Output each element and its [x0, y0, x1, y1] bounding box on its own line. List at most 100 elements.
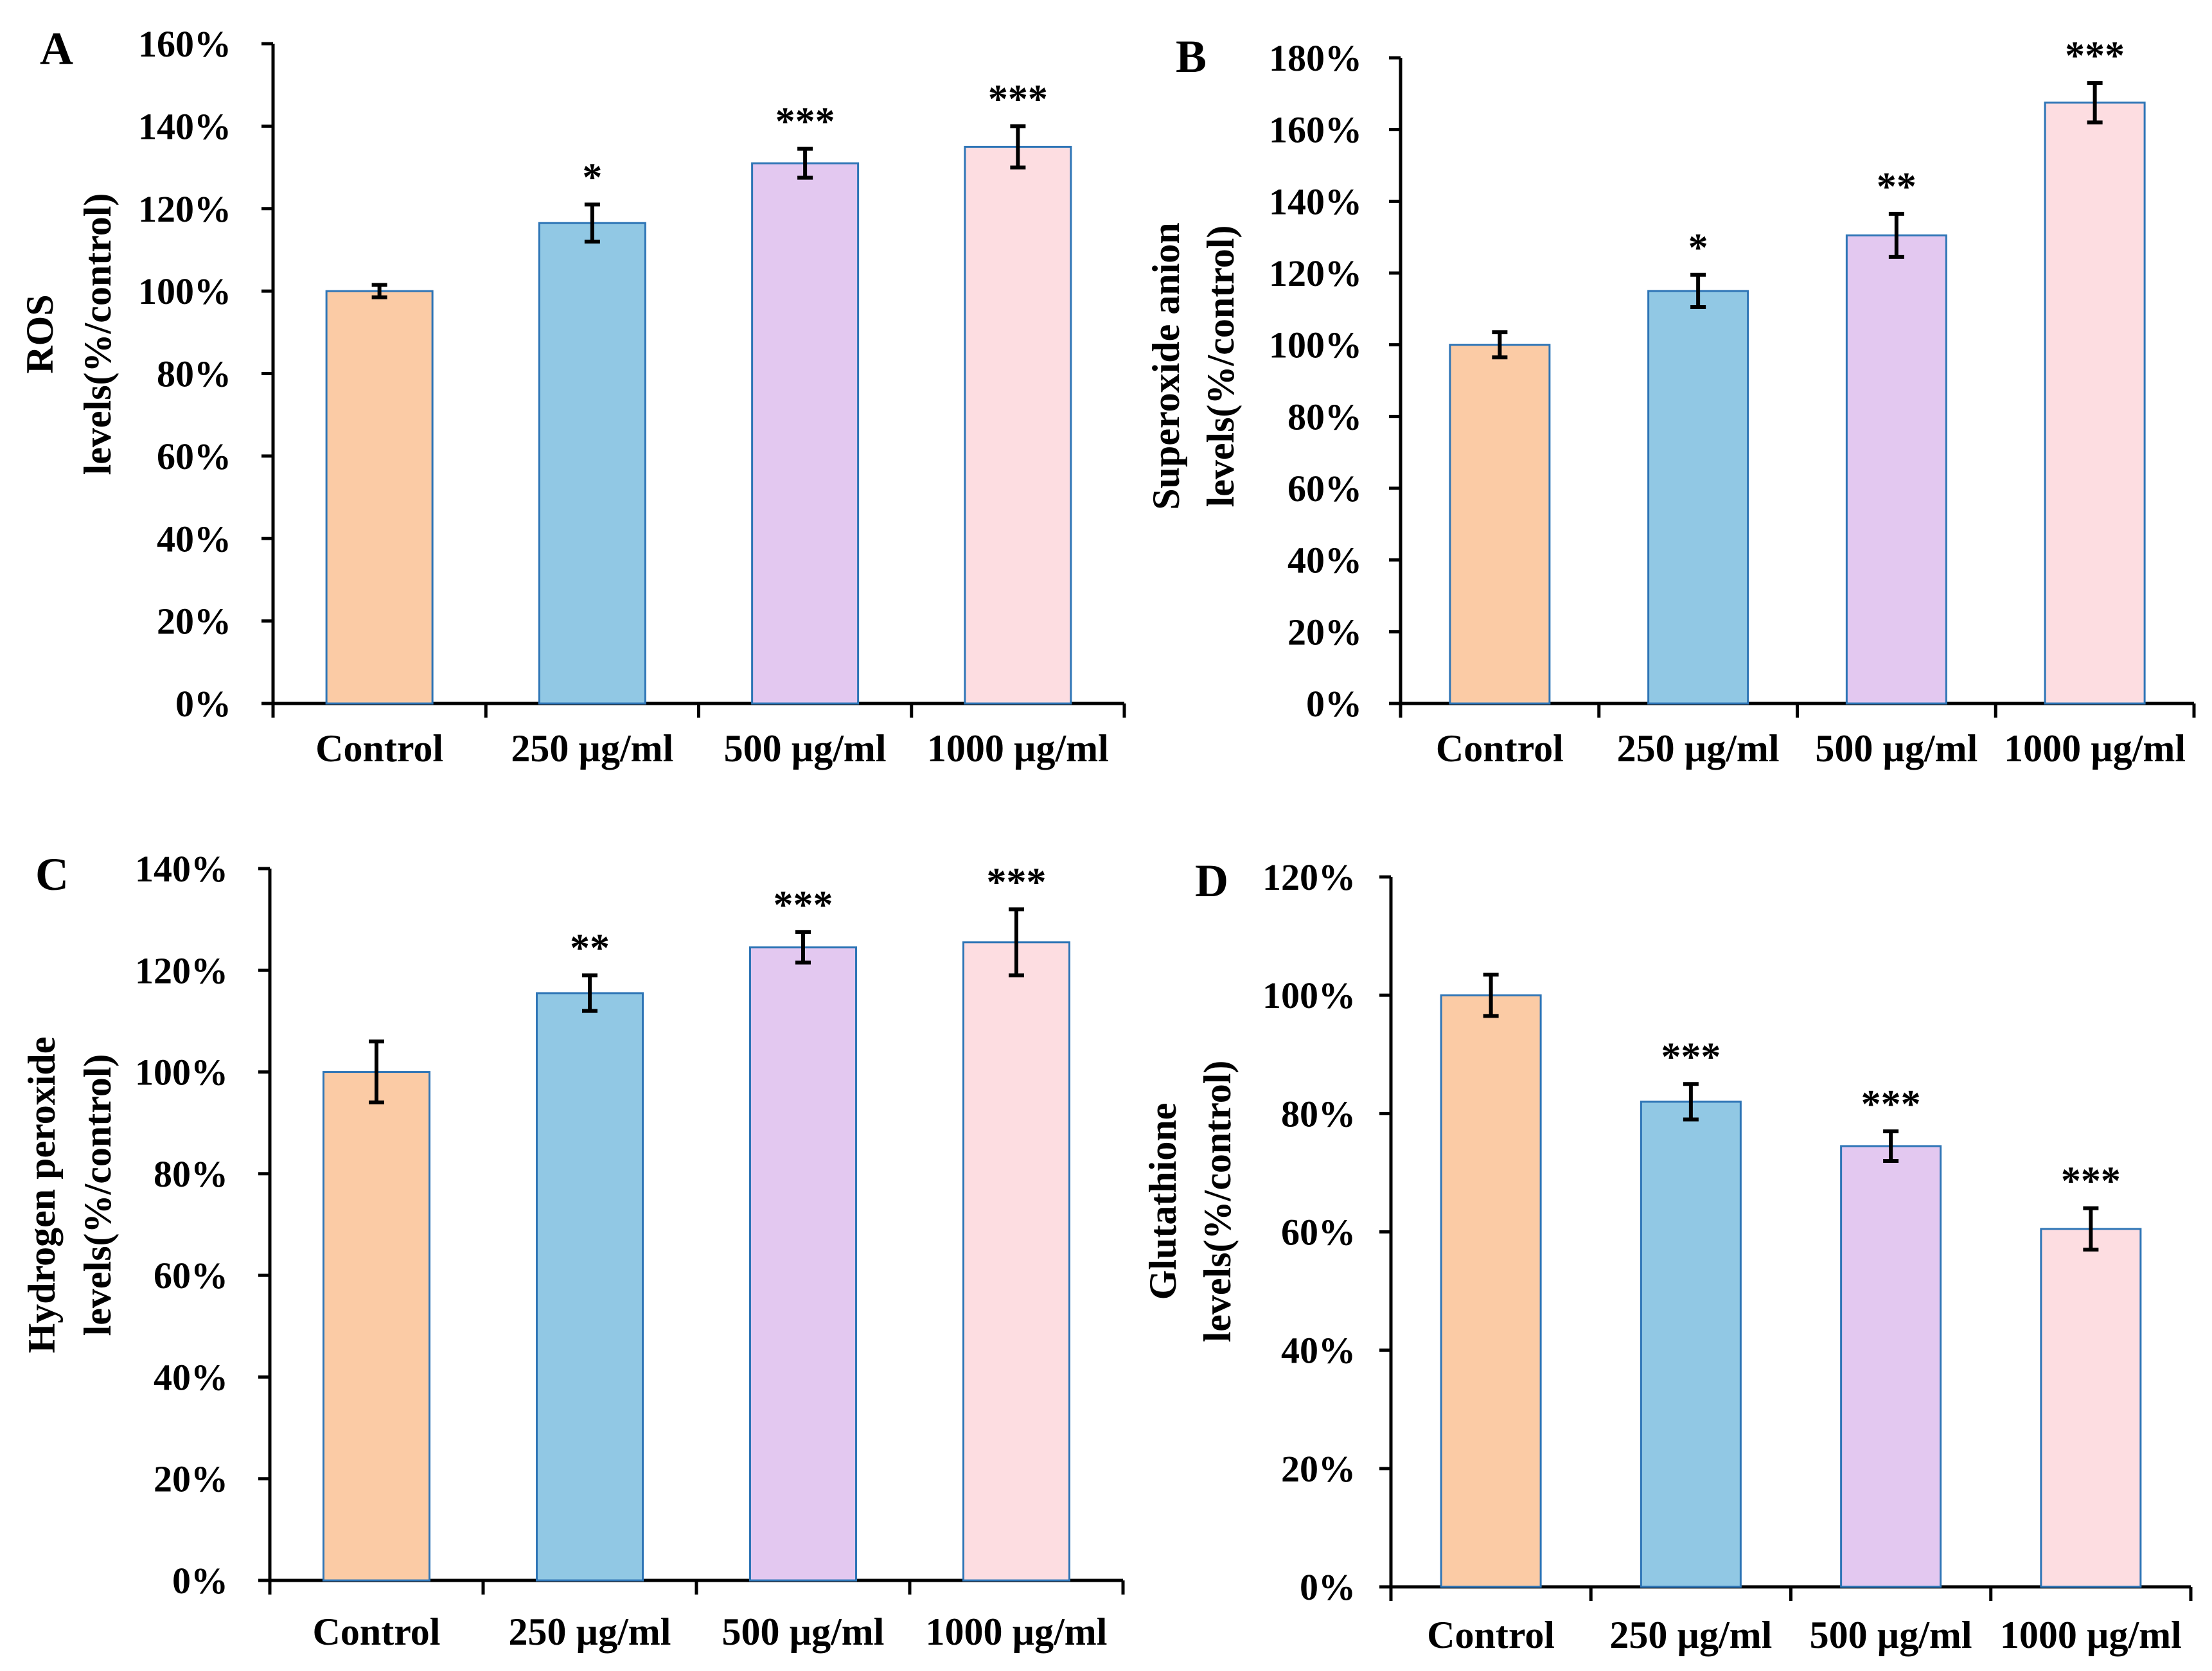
- panel-label: B: [1176, 31, 1207, 82]
- y-axis-label: ROS levels(%/control): [19, 193, 119, 475]
- panel-label: C: [35, 849, 69, 900]
- x-tick-label: Control: [1427, 1614, 1555, 1656]
- y-axis-label-line1: Glutathione: [1142, 1103, 1184, 1300]
- panel-label: D: [1195, 855, 1228, 906]
- y-tick-label: 120%: [1269, 252, 1362, 294]
- significance-label: *: [582, 155, 602, 199]
- y-axis-label-line2: levels(%/control): [76, 193, 119, 475]
- plot-area: 0% 20% 40% 60% 80% 100% 120% Control *** 250 µg/m…: [1262, 856, 2193, 1656]
- x-tick-label: 500 µg/ml: [1815, 727, 1978, 770]
- y-axis-label: Hydrogen peroxide levels(%/control): [21, 1037, 119, 1354]
- y-tick-label: 120%: [138, 188, 231, 230]
- y-tick-label: 40%: [1281, 1330, 1356, 1372]
- y-tick-label: 80%: [154, 1153, 228, 1195]
- x-tick-label: Control: [313, 1611, 441, 1653]
- y-axis-label-line2: levels(%/control): [1196, 1061, 1239, 1343]
- bar: [323, 1071, 430, 1582]
- bar: [1647, 290, 1749, 705]
- x-tick-label: 250 µg/ml: [1609, 1614, 1772, 1656]
- panel-label: A: [40, 23, 73, 75]
- x-tick-label: 500 µg/ml: [1810, 1614, 1972, 1656]
- plot-area: 0% 20% 40% 60% 80% 100% 120% 140% Control ** 250 µ…: [135, 848, 1125, 1653]
- y-tick-label: 120%: [1262, 856, 1356, 898]
- y-tick-label: 160%: [1269, 109, 1362, 151]
- bar: [751, 162, 860, 705]
- bar: [538, 222, 646, 705]
- y-axis-label-line2: levels(%/control): [1199, 225, 1242, 508]
- y-tick-label: 20%: [154, 1458, 228, 1500]
- bar: [964, 145, 1072, 705]
- y-tick-label: 60%: [157, 436, 231, 477]
- y-tick-label: 0%: [175, 683, 231, 725]
- significance-label: ***: [987, 860, 1047, 904]
- y-tick-label: 100%: [1262, 975, 1356, 1016]
- plot-area: 0% 20% 40% 60% 80% 100% 120% 140% 160% Control * 25…: [138, 23, 1126, 770]
- bar: [1840, 1145, 1942, 1588]
- x-tick-label: 250 µg/ml: [511, 727, 673, 770]
- significance-label: **: [570, 926, 610, 970]
- x-tick-label: Control: [1436, 727, 1564, 770]
- bar: [962, 941, 1070, 1582]
- y-tick-label: 100%: [135, 1052, 228, 1093]
- plot-area: 0% 20% 40% 60% 80% 100% 120% 140% 160% 180% Contro…: [1269, 34, 2196, 770]
- x-tick-label: 1000 µg/ml: [927, 727, 1109, 770]
- bar: [1845, 234, 1947, 705]
- x-tick-label: 500 µg/ml: [722, 1611, 885, 1653]
- y-axis-label-line1: Superoxide anion: [1145, 222, 1187, 509]
- bar: [1440, 994, 1542, 1588]
- y-tick-label: 20%: [1281, 1448, 1356, 1490]
- bar: [325, 290, 434, 705]
- bar: [536, 992, 644, 1582]
- x-tick-label: 1000 µg/ml: [926, 1611, 1108, 1653]
- y-tick-label: 20%: [1287, 611, 1362, 653]
- significance-label: ***: [2061, 1160, 2121, 1203]
- y-tick-label: 40%: [154, 1356, 228, 1398]
- bar: [2040, 1228, 2142, 1588]
- significance-label: ***: [1661, 1035, 1721, 1079]
- x-tick-label: 250 µg/ml: [1617, 727, 1780, 770]
- y-tick-label: 140%: [135, 848, 228, 890]
- significance-label: ***: [775, 100, 835, 144]
- y-tick-label: 140%: [1269, 181, 1362, 222]
- y-axis-label: Glutathione levels(%/control): [1142, 1061, 1239, 1343]
- y-tick-label: 100%: [1269, 324, 1362, 366]
- significance-label: ***: [988, 77, 1048, 121]
- bar: [2044, 102, 2146, 705]
- y-tick-label: 80%: [1281, 1093, 1356, 1135]
- panel-c: C Hydrogen peroxide levels(%/control) 0%…: [21, 848, 1125, 1653]
- y-tick-label: 80%: [1287, 396, 1362, 438]
- significance-label: ***: [1861, 1083, 1921, 1126]
- y-tick-label: 20%: [157, 601, 231, 642]
- y-tick-label: 60%: [1281, 1212, 1356, 1253]
- panel-a: A ROS levels(%/control) 0% 20% 40% 60% 80% 10…: [19, 23, 1126, 770]
- y-tick-label: 60%: [154, 1255, 228, 1296]
- panel-d: D Glutathione levels(%/control) 0% 20% 40%…: [1142, 855, 2193, 1656]
- y-axis-label-line2: levels(%/control): [76, 1054, 119, 1336]
- y-tick-label: 60%: [1287, 468, 1362, 509]
- y-tick-label: 40%: [157, 518, 231, 560]
- significance-label: ***: [774, 883, 833, 927]
- significance-label: **: [1877, 165, 1916, 209]
- y-tick-label: 140%: [138, 105, 231, 147]
- y-tick-label: 40%: [1287, 540, 1362, 581]
- y-tick-label: 0%: [1306, 683, 1362, 725]
- y-tick-label: 120%: [135, 950, 228, 991]
- x-tick-label: Control: [315, 727, 443, 770]
- y-tick-label: 80%: [157, 353, 231, 395]
- y-tick-label: 180%: [1269, 37, 1362, 79]
- x-tick-label: 500 µg/ml: [724, 727, 887, 770]
- y-tick-label: 0%: [1300, 1566, 1356, 1608]
- bar: [1640, 1101, 1742, 1588]
- y-axis-label-line1: ROS: [19, 294, 61, 373]
- x-tick-label: 1000 µg/ml: [2004, 727, 2186, 770]
- y-tick-label: 100%: [138, 270, 231, 312]
- bar: [1449, 344, 1551, 705]
- y-tick-label: 0%: [172, 1560, 228, 1602]
- x-tick-label: 250 µg/ml: [509, 1611, 671, 1653]
- x-tick-label: 1000 µg/ml: [2000, 1614, 2182, 1656]
- significance-label: *: [1688, 226, 1708, 270]
- bar: [749, 946, 857, 1582]
- y-axis-label-line1: Hydrogen peroxide: [21, 1037, 63, 1354]
- y-axis-label: Superoxide anion levels(%/control): [1145, 222, 1242, 509]
